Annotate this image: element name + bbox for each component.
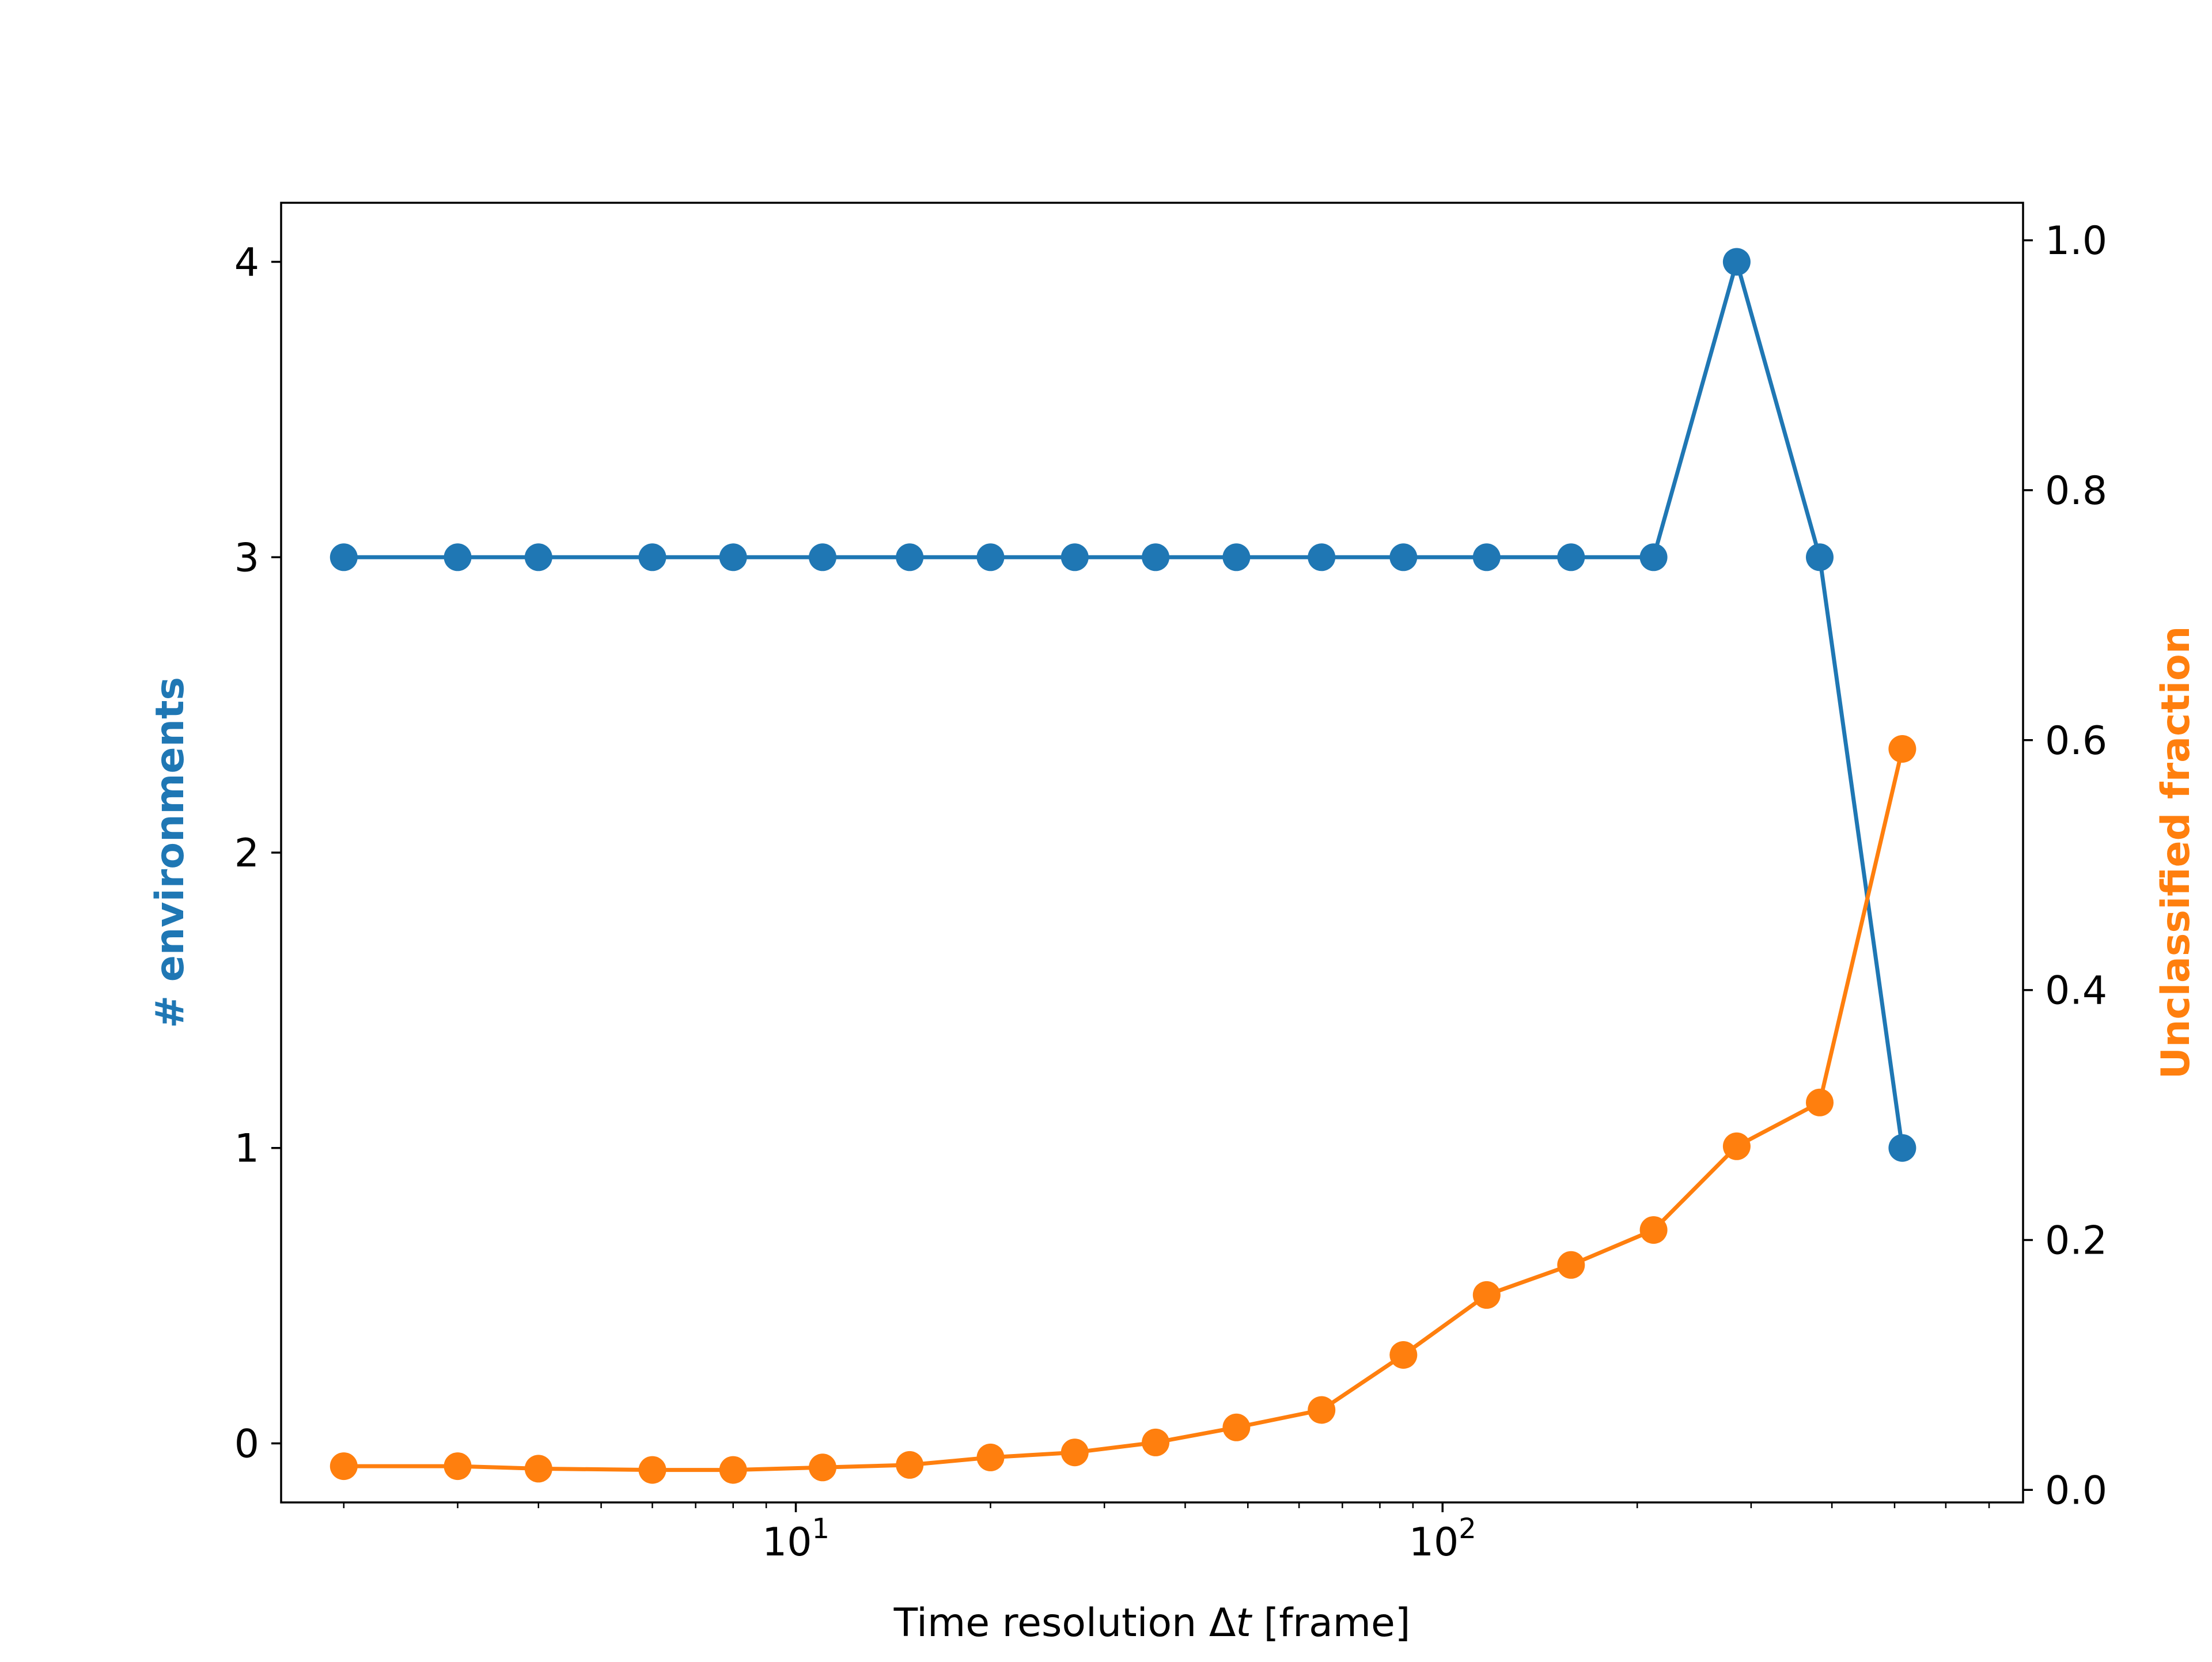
- y-left-tick-label: 0: [234, 1421, 259, 1467]
- series-point-left: [524, 543, 552, 571]
- y-right-axis-label: Unclassified fraction: [2153, 626, 2199, 1080]
- series-line-right: [342, 746, 1905, 1472]
- series-point-right: [444, 1452, 472, 1481]
- y-left-tick-label: 1: [234, 1126, 259, 1172]
- series-point-right: [1722, 1132, 1751, 1160]
- series-point-left: [1722, 248, 1751, 276]
- series-point-right: [1389, 1341, 1418, 1369]
- series-point-right: [1806, 1088, 1834, 1116]
- series-point-right: [809, 1453, 836, 1482]
- y-left-tick-label: 2: [234, 831, 259, 876]
- series-point-right: [638, 1456, 666, 1484]
- series-point-right: [1888, 735, 1916, 763]
- x-tick-label: 101: [762, 1513, 830, 1565]
- series-point-right: [1472, 1281, 1501, 1309]
- series-point-right: [1639, 1216, 1668, 1244]
- x-axis-label-part: [frame]: [1251, 1600, 1410, 1646]
- series-point-right: [329, 1452, 358, 1481]
- x-axis-label: Time resolution Δt [frame]: [893, 1600, 1411, 1646]
- series-point-left: [1142, 543, 1170, 571]
- series-point-right: [896, 1451, 924, 1479]
- y-right-tick-label: 0.0: [2045, 1468, 2107, 1513]
- plot-marks: [329, 248, 1916, 1484]
- series-point-left: [329, 543, 358, 571]
- x-tick-label-exponent: 1: [812, 1513, 830, 1545]
- series-point-left: [1222, 543, 1251, 571]
- x-tick-label-base: 10: [762, 1520, 812, 1565]
- y-right-tick-label: 0.2: [2045, 1218, 2107, 1263]
- series-point-left: [809, 543, 836, 571]
- series-point-left: [444, 543, 472, 571]
- series-point-right: [524, 1455, 552, 1483]
- x-tick-label: 102: [1409, 1513, 1476, 1565]
- series-point-right: [1222, 1413, 1251, 1441]
- x-axis-label-part: Time resolution Δ: [893, 1600, 1236, 1646]
- y-right-tick-label: 1.0: [2045, 218, 2107, 264]
- series-point-left: [1557, 543, 1585, 571]
- series-point-left: [1472, 543, 1501, 571]
- series-line-left: [342, 260, 1905, 1150]
- y-left-tick-label: 4: [234, 240, 259, 286]
- series-point-left: [1308, 543, 1336, 571]
- plot-frame: [280, 202, 2024, 1504]
- x-axis-label-part: t: [1236, 1600, 1252, 1646]
- y-right-tick-label: 0.6: [2045, 718, 2107, 764]
- series-point-right: [1060, 1438, 1089, 1467]
- series-point-left: [1639, 543, 1668, 571]
- series-point-right: [976, 1443, 1005, 1471]
- series-point-right: [1557, 1251, 1585, 1279]
- series-point-left: [719, 543, 747, 571]
- x-tick-label-base: 10: [1409, 1520, 1459, 1565]
- series-point-left: [638, 543, 666, 571]
- y-right-tick-label: 0.8: [2045, 468, 2107, 514]
- y-left-tick-label: 3: [234, 535, 259, 581]
- series-point-left: [1060, 543, 1089, 571]
- series-point-right: [719, 1456, 747, 1484]
- y-right-tick-label: 0.4: [2045, 968, 2107, 1014]
- series-point-right: [1142, 1428, 1170, 1456]
- y-left-axis-label: # environments: [147, 677, 193, 1028]
- series-point-left: [1806, 543, 1834, 571]
- series-point-left: [976, 543, 1005, 571]
- x-tick-label-exponent: 2: [1459, 1513, 1476, 1545]
- series-point-left: [1888, 1134, 1916, 1162]
- series-point-left: [896, 543, 924, 571]
- series-point-right: [1308, 1396, 1336, 1424]
- series-point-left: [1389, 543, 1418, 571]
